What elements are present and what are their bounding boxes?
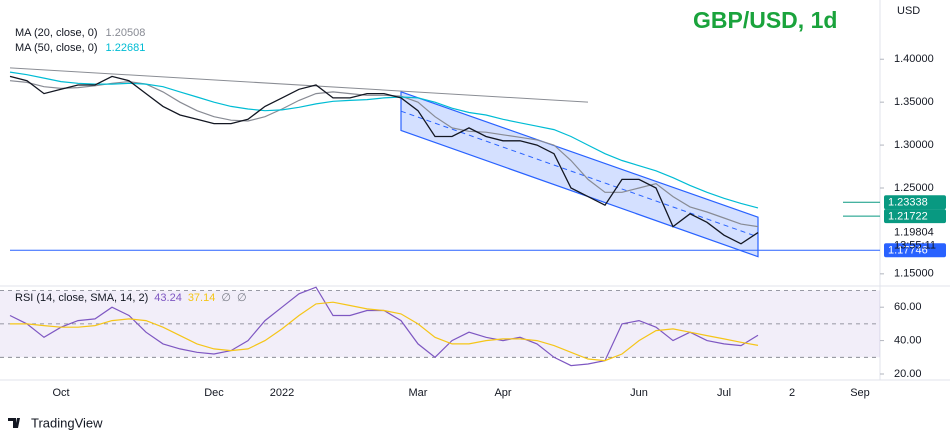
axis-unit: USD <box>897 5 920 17</box>
x-tick-label: Mar <box>409 387 428 399</box>
price-tag-label: 1.23338 <box>888 197 928 209</box>
rsi-line <box>10 301 759 362</box>
last-price-label: 1.19804 <box>894 227 934 239</box>
legend-extra: ∅ <box>237 292 247 304</box>
legend-name: MA (20, close, 0) <box>15 27 98 39</box>
legend-entry: MA (20, close, 0) 1.20508 <box>15 27 145 39</box>
y-tick-label: 60.00 <box>894 301 922 313</box>
price-tag <box>884 195 946 210</box>
x-tick-label: Sep <box>850 387 870 399</box>
price-line <box>9 75 759 245</box>
y-tick-label: 40.00 <box>894 334 922 346</box>
legend-extra: ∅ <box>221 292 231 304</box>
ma-line <box>9 80 759 228</box>
x-tick-label: Dec <box>204 387 224 399</box>
price-tag-label: 1.17746 <box>888 245 928 257</box>
chart-title: GBP/USD, 1d <box>693 7 837 33</box>
x-tick-label: Oct <box>52 387 69 399</box>
y-tick-label: 1.25000 <box>894 182 934 194</box>
x-tick-label: Jun <box>630 387 648 399</box>
price-tag-label: 1.21722 <box>888 211 928 223</box>
price-tag <box>884 209 946 224</box>
brand-logo: TradingView <box>8 415 103 430</box>
y-tick-label: 1.30000 <box>894 139 934 151</box>
y-tick-label: 1.35000 <box>894 96 934 108</box>
ma-line <box>9 71 759 209</box>
x-tick-label: 2 <box>789 387 795 399</box>
legend-value: 1.20508 <box>106 27 146 39</box>
y-tick-label: 20.00 <box>894 368 922 380</box>
rsi-legend: RSI (14, close, SMA, 14, 2) 43.24 37.14 ∅ ∅ <box>15 292 247 304</box>
trend-line <box>9 67 589 103</box>
legend-value: 37.14 <box>188 292 216 304</box>
legend-name: MA (50, close, 0) <box>15 42 98 54</box>
x-tick-label: 2022 <box>270 387 294 399</box>
legend-entry: MA (50, close, 0) 1.22681 <box>15 42 145 54</box>
y-tick-label: 1.15000 <box>894 268 934 280</box>
brand-name: TradingView <box>31 415 103 430</box>
legend-value: 43.24 <box>154 292 182 304</box>
countdown-label: 13:55:11 <box>894 240 936 252</box>
legend-name: RSI (14, close, SMA, 14, 2) <box>15 292 148 304</box>
y-tick-label: 1.40000 <box>894 53 934 65</box>
x-tick-label: Jul <box>717 387 731 399</box>
legend-value: 1.22681 <box>106 42 146 54</box>
price-tag <box>884 243 946 258</box>
x-tick-label: Apr <box>494 387 511 399</box>
